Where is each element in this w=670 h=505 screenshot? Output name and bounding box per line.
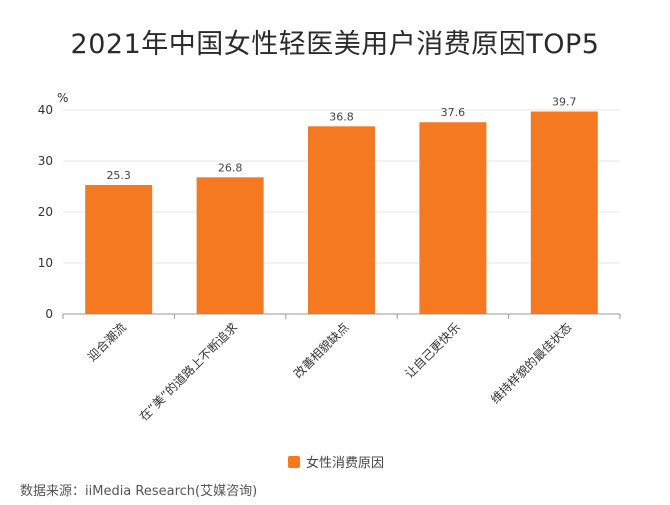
bar [196,177,264,314]
data-label: 26.8 [218,161,243,174]
y-tick-label: 0 [45,307,53,321]
source-note: 数据来源：iiMedia Research(艾媒咨询) [20,484,258,499]
bar [308,126,375,314]
data-label: 25.3 [106,169,131,182]
bar [530,111,598,314]
bar [85,184,153,314]
y-axis-unit: % [57,91,68,105]
x-tick-label: 改善相貌缺点 [290,320,352,382]
data-label: 36.8 [329,110,354,123]
legend: 女性消费原因 [288,452,384,471]
legend-swatch [288,455,300,468]
x-tick-label: 让自己更快乐 [402,320,463,381]
data-label: 37.6 [441,106,466,119]
y-tick-label: 40 [38,103,53,117]
x-tick-label: 迎合潮流 [84,320,129,365]
bar [419,122,487,315]
data-label: 39.7 [552,96,577,109]
x-tick-label: 维持样貌的最佳状态 [487,320,574,407]
y-tick-label: 20 [38,205,53,219]
legend-label: 女性消费原因 [306,456,385,471]
y-tick-label: 30 [38,154,53,168]
chart-title: 2021年中国女性轻医美用户消费原因TOP5 [70,29,600,60]
x-tick-label: 在“美”的道路上不断追求 [136,320,240,424]
y-tick-label: 10 [38,256,53,270]
